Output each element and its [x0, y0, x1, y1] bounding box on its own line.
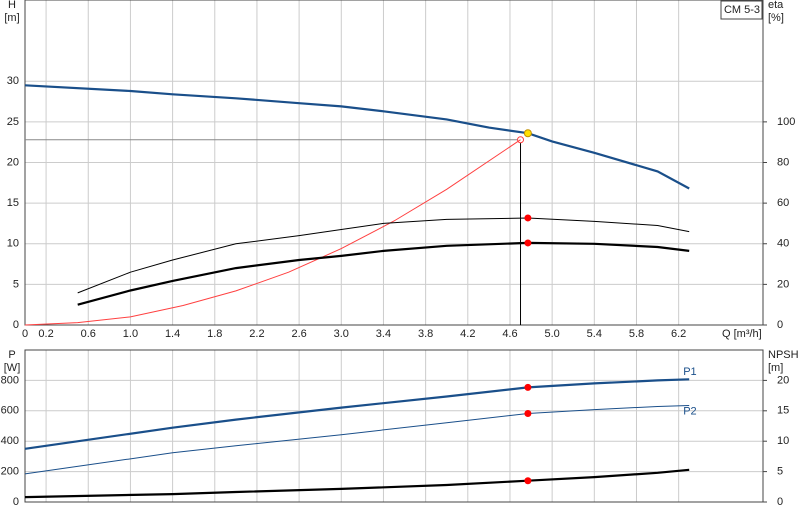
y2-axis-label: eta — [768, 0, 784, 11]
y2-tick-label: 40 — [777, 238, 789, 250]
duty-point — [523, 129, 532, 138]
y-tick-label: 400 — [1, 435, 19, 447]
x-tick-label: 6.2 — [671, 328, 686, 340]
y-axis-label: [W] — [4, 362, 21, 374]
duty-point — [524, 214, 532, 222]
series-label: P1 — [683, 366, 696, 378]
curve — [24, 468, 690, 499]
y2-tick-label: 100 — [777, 116, 795, 128]
y-tick-label: 10 — [7, 238, 19, 250]
curve — [24, 378, 690, 450]
duty-point — [524, 239, 532, 247]
x-tick-label: 0.6 — [81, 328, 96, 340]
y2-tick-label: 60 — [777, 197, 789, 209]
curve — [24, 405, 690, 475]
plot-frame — [24, 349, 764, 503]
y2-tick-label: 0 — [777, 496, 783, 508]
y-tick-label: 0 — [13, 319, 19, 331]
y-tick-label: 30 — [7, 75, 19, 87]
series-label: P2 — [683, 405, 696, 417]
x-tick-label: 4.6 — [502, 328, 517, 340]
plot-frame — [24, 0, 764, 326]
curve — [24, 84, 690, 190]
duty-point — [524, 477, 532, 485]
x-tick-label: 2.6 — [291, 328, 306, 340]
curve — [77, 241, 690, 306]
y-tick-label: 800 — [1, 374, 19, 386]
curve — [24, 139, 521, 326]
y2-tick-label: 20 — [777, 278, 789, 290]
y-tick-label: 200 — [1, 466, 19, 478]
y-axis-label: [m] — [4, 12, 19, 24]
y2-tick-label: 20 — [777, 374, 789, 386]
x-tick-label: 3.4 — [376, 328, 391, 340]
y-axis-label: P — [8, 349, 15, 361]
x-tick-label: 1.8 — [207, 328, 222, 340]
x-tick-label: 3.8 — [418, 328, 433, 340]
x-tick-label: 0 — [22, 328, 28, 340]
y-tick-label: 15 — [7, 197, 19, 209]
x-tick-label: 3.0 — [334, 328, 349, 340]
x-tick-label: 2.2 — [249, 328, 264, 340]
x-axis-label: Q [m³/h] — [722, 328, 762, 340]
x-tick-label: 0.2 — [38, 328, 53, 340]
y-tick-label: 5 — [13, 278, 19, 290]
y-tick-label: 600 — [1, 405, 19, 417]
x-tick-label: 1.4 — [165, 328, 180, 340]
legend-box — [720, 0, 763, 20]
y-tick-label: 25 — [7, 116, 19, 128]
curve — [77, 217, 690, 294]
legend-label: CM 5-3 — [724, 4, 760, 16]
x-tick-label: 1.0 — [123, 328, 138, 340]
y2-axis-label: [%] — [768, 12, 784, 24]
duty-point — [524, 410, 532, 418]
x-tick-label: 5.4 — [587, 328, 602, 340]
y2-tick-label: 10 — [777, 435, 789, 447]
y2-tick-label: 80 — [777, 156, 789, 168]
y-tick-label: 0 — [13, 496, 19, 508]
y2-tick-label: 0 — [777, 319, 783, 331]
x-tick-label: 5.0 — [544, 328, 559, 340]
x-tick-label: 4.2 — [460, 328, 475, 340]
y2-tick-label: 5 — [777, 466, 783, 478]
duty-point — [524, 383, 532, 391]
y-tick-label: 20 — [7, 156, 19, 168]
y2-tick-label: 15 — [777, 405, 789, 417]
y-axis-label: H — [8, 0, 16, 11]
x-tick-label: 5.8 — [629, 328, 644, 340]
y2-axis-label: [m] — [768, 362, 783, 374]
y2-axis-label: NPSH — [768, 349, 799, 361]
